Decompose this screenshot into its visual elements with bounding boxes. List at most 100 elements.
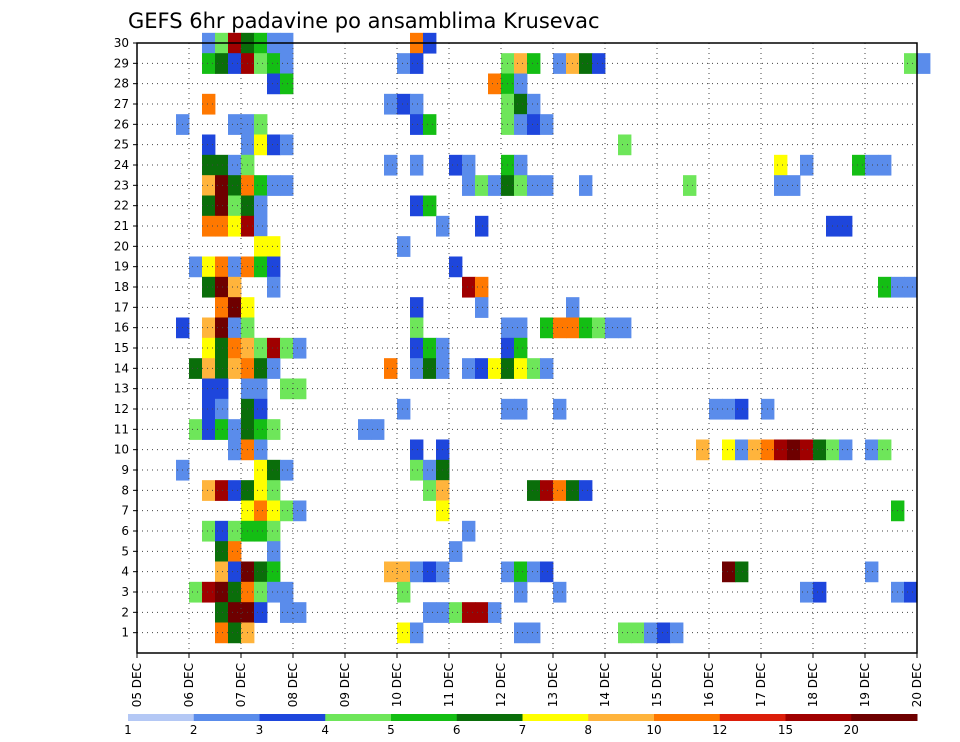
heatmap-cell: [215, 175, 229, 196]
y-tick-label: 15: [114, 341, 129, 355]
heatmap-cell: [254, 581, 268, 603]
heatmap-cell: [410, 561, 424, 583]
heatmap-cell: [228, 419, 242, 440]
heatmap-cell: [189, 419, 203, 440]
heatmap-cell: [709, 398, 723, 420]
heatmap-cell: [215, 622, 229, 644]
heatmap-cell: [228, 520, 242, 542]
heatmap-cell: [410, 195, 424, 217]
heatmap-cell: [878, 439, 892, 461]
heatmap-cell: [904, 581, 918, 603]
heatmap-cell: [865, 439, 879, 461]
heatmap-cell: [579, 317, 593, 339]
heatmap-cell: [644, 622, 658, 644]
y-tick-label: 14: [114, 361, 129, 375]
heatmap-cell: [267, 73, 281, 95]
heatmap-cell: [553, 581, 567, 603]
colorbar-label: 12: [712, 723, 727, 737]
y-tick-label: 7: [121, 504, 129, 518]
heatmap-cell: [410, 53, 424, 74]
heatmap-cell: [254, 236, 268, 257]
colorbar-swatch: [325, 714, 392, 721]
heatmap-cell: [215, 53, 229, 74]
y-tick-label: 27: [114, 97, 129, 111]
heatmap-cell: [280, 500, 294, 522]
heatmap-cell: [397, 93, 411, 115]
y-tick-label: 13: [114, 382, 129, 396]
x-tick-label: 20 DEC: [910, 663, 924, 707]
heatmap-cell: [215, 581, 229, 603]
heatmap-cell: [215, 297, 229, 318]
heatmap-cell: [540, 114, 554, 135]
heatmap-cell: [215, 561, 229, 583]
heatmap-cell: [228, 297, 242, 318]
heatmap-cell: [800, 581, 814, 603]
heatmap-cell: [280, 175, 294, 196]
heatmap-cell: [475, 358, 489, 379]
colorbar-swatch: [851, 714, 918, 721]
colorbar-label: 4: [321, 723, 329, 737]
heatmap-cell: [475, 297, 489, 318]
x-tick-label: 11 DEC: [442, 663, 456, 707]
heatmap-cell: [527, 114, 541, 135]
y-tick-label: 30: [114, 36, 129, 50]
heatmap-cell: [267, 256, 281, 278]
y-tick-label: 5: [121, 544, 129, 558]
heatmap-cell: [254, 520, 268, 542]
heatmap-cell: [553, 53, 567, 74]
heatmap-cell: [852, 154, 866, 176]
x-tick-label: 07 DEC: [234, 663, 248, 707]
heatmap-cell: [787, 439, 801, 461]
x-tick-label: 05 DEC: [130, 663, 144, 707]
heatmap-cell: [592, 317, 606, 339]
heatmap-cell: [475, 602, 489, 623]
chart-title: GEFS 6hr padavine po ansamblima Krusevac: [128, 9, 600, 33]
heatmap-cell: [514, 622, 528, 644]
heatmap-cell: [514, 53, 528, 74]
heatmap-cell: [410, 358, 424, 379]
heatmap-cell: [423, 602, 437, 623]
y-tick-label: 20: [114, 239, 129, 253]
heatmap-cell: [397, 622, 411, 644]
heatmap-cell: [423, 459, 437, 481]
heatmap-cell: [683, 175, 697, 196]
heatmap-cell: [202, 581, 216, 603]
y-tick-label: 16: [114, 321, 129, 335]
x-axis: 05 DEC 06 DEC 07 DEC 08 DEC 09 DEC 10 DEC 11 D…: [130, 653, 924, 707]
heatmap-cell: [462, 276, 476, 298]
heatmap-cell: [358, 419, 372, 440]
y-tick-label: 25: [114, 138, 129, 152]
heatmap-cell: [228, 480, 242, 501]
heatmap-cell: [722, 439, 736, 461]
heatmap-cell: [228, 53, 242, 74]
heatmap-cell: [462, 520, 476, 542]
y-tick-label: 3: [121, 585, 129, 599]
y-tick-label: 23: [114, 178, 129, 192]
heatmap-cell: [540, 561, 554, 583]
colorbar-swatch: [259, 714, 326, 721]
heatmap-cell: [267, 419, 281, 440]
heatmap-cell: [813, 439, 827, 461]
heatmap-cell: [475, 215, 489, 237]
heatmap-cell: [280, 378, 294, 400]
y-tick-label: 28: [114, 77, 129, 91]
heatmap-cell: [410, 439, 424, 461]
heatmap-cell: [878, 154, 892, 176]
heatmap-cell: [228, 622, 242, 644]
heatmap-cell: [527, 480, 541, 501]
x-tick-label: 08 DEC: [286, 663, 300, 707]
heatmap-cell: [397, 53, 411, 74]
heatmap-cell: [267, 541, 281, 562]
heatmap-cell: [202, 93, 216, 115]
heatmap-cell: [605, 317, 619, 339]
colorbar-swatch: [654, 714, 721, 721]
heatmap-cell: [215, 195, 229, 217]
heatmap-cell: [215, 541, 229, 562]
heatmap-cell: [514, 73, 528, 95]
heatmap-cell: [215, 276, 229, 298]
heatmap-cell: [267, 459, 281, 481]
heatmap-cell: [215, 520, 229, 542]
heatmap-cell: [800, 154, 814, 176]
heatmap-cell: [228, 114, 242, 135]
heatmap-cell: [267, 276, 281, 298]
